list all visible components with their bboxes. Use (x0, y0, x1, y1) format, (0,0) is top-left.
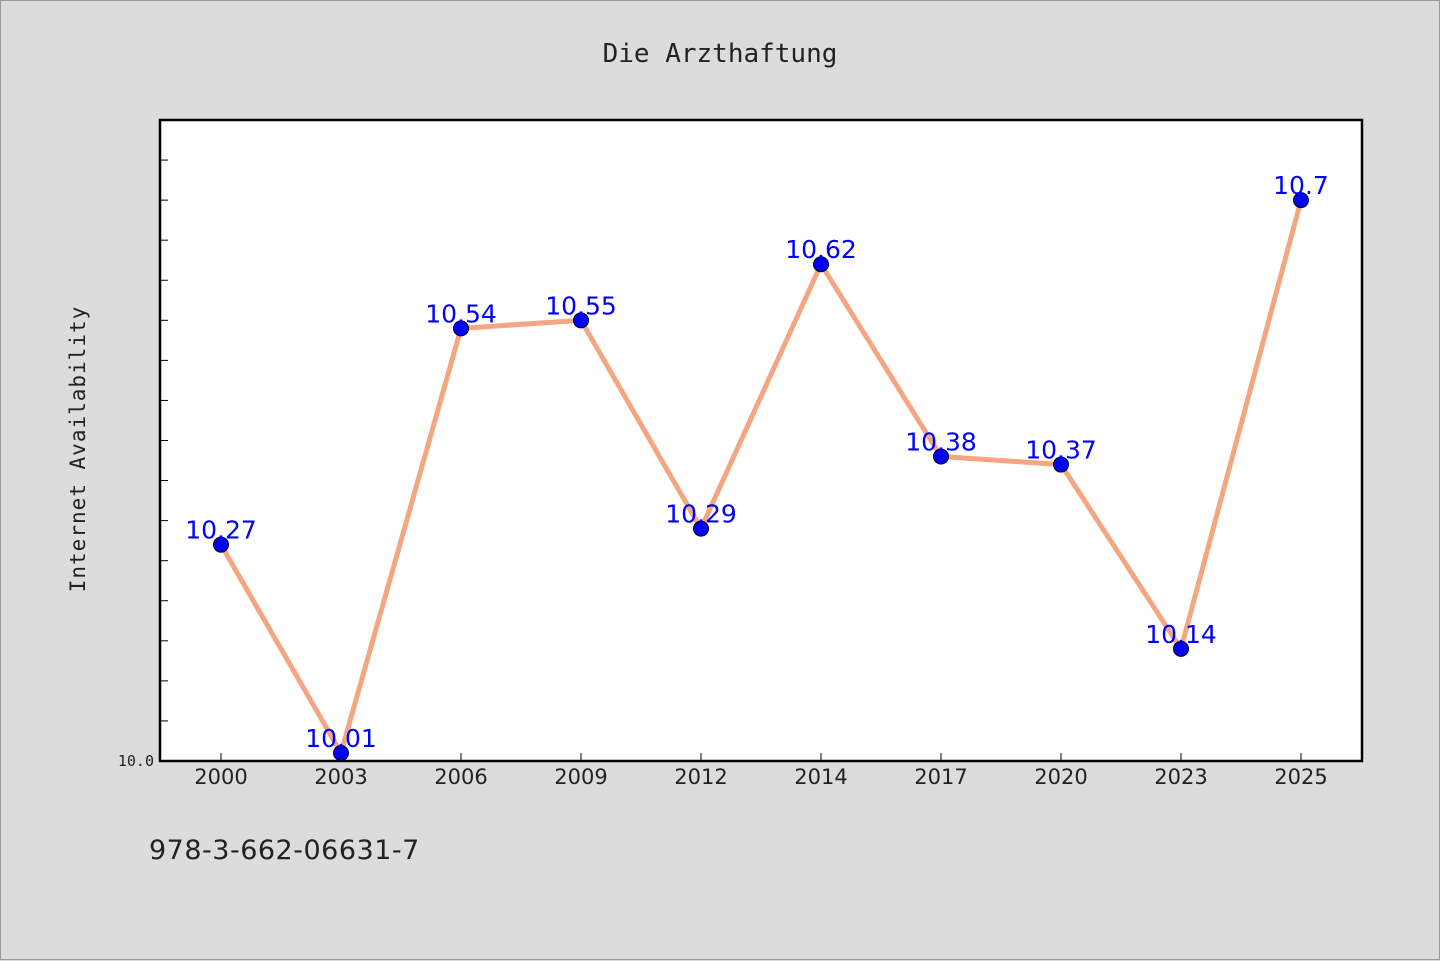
data-label: 10.29 (665, 500, 737, 529)
x-tick-label: 2025 (1274, 765, 1327, 789)
x-tick-label: 2020 (1034, 765, 1087, 789)
data-label: 10.14 (1145, 620, 1217, 649)
isbn-text: 978-3-662-06631-7 (149, 835, 420, 866)
x-tick-label: 2003 (314, 765, 367, 789)
series-line-group (218, 199, 1304, 756)
series-markers-group (213, 192, 1309, 761)
data-label: 10.55 (545, 291, 617, 320)
y-axis-ticks: 10.0 (118, 119, 168, 770)
data-label: 10.01 (305, 724, 377, 753)
data-point (453, 320, 469, 337)
y-axis-label: Internet Availability (66, 306, 90, 593)
data-point (1053, 456, 1069, 473)
data-label: 10.54 (425, 299, 497, 328)
data-point (693, 520, 709, 537)
series-line (218, 199, 1304, 756)
data-label: 10.27 (185, 516, 257, 545)
data-point (213, 536, 229, 553)
x-tick-label: 2014 (794, 765, 847, 789)
x-tick-label: 2012 (674, 765, 727, 789)
x-tick-label: 2009 (554, 765, 607, 789)
x-tick-label: 2000 (194, 765, 247, 789)
data-point (573, 312, 589, 329)
plot-border (158, 118, 1364, 763)
data-label: 10.37 (1025, 436, 1097, 465)
data-point (933, 448, 949, 465)
x-axis-ticks: 2000 2003 2006 2009 2012 2014 2017 2020 2023 2025 (194, 753, 1328, 789)
y-tick-label: 10.0 (118, 752, 154, 770)
data-point (813, 256, 829, 273)
data-point (1293, 192, 1309, 209)
data-label: 10.38 (905, 428, 977, 457)
plot-area (160, 120, 1362, 761)
x-tick-label: 2023 (1154, 765, 1207, 789)
x-tick-label: 2017 (914, 765, 967, 789)
data-point (1173, 640, 1189, 657)
data-label: 10.62 (785, 235, 857, 264)
data-label: 10.7 (1273, 171, 1329, 200)
data-labels-group: 10.27 10.01 10.54 10.55 10.29 10.62 10.38 10.37… (185, 171, 1329, 753)
x-tick-label: 2006 (434, 765, 487, 789)
chart-title: Die Arzthaftung (603, 39, 838, 69)
